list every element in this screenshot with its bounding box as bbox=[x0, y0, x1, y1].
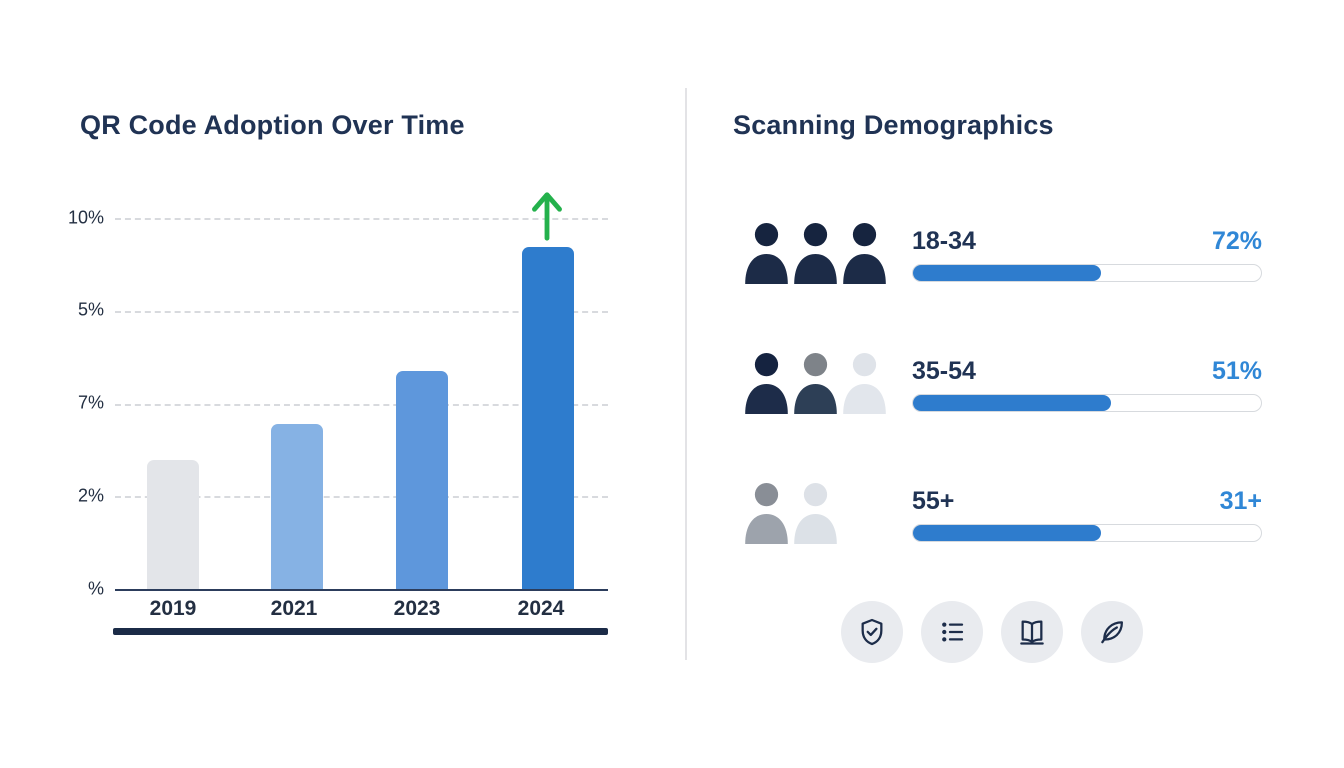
age-group-value: 72% bbox=[1211, 227, 1262, 255]
page-title-right: Scanning Demographics bbox=[733, 110, 1054, 140]
person-group-icon bbox=[743, 220, 888, 284]
y-tick-label: 7% bbox=[77, 392, 104, 413]
progress-fill bbox=[913, 525, 1101, 541]
progress-track bbox=[912, 394, 1262, 412]
person-icon bbox=[745, 482, 788, 544]
person-icon bbox=[745, 352, 788, 414]
y-tick-label: 10% bbox=[67, 207, 104, 228]
growth-arrow-icon bbox=[532, 192, 562, 241]
checklist-icon bbox=[921, 601, 983, 663]
bar-chart-plot-area bbox=[115, 218, 608, 591]
age-group-label: 18-34 bbox=[912, 227, 976, 255]
age-group-label: 55+ bbox=[912, 487, 955, 515]
page-title-left: QR Code Adoption Over Time bbox=[80, 110, 465, 140]
person-icon bbox=[843, 352, 886, 414]
gridline-2pct bbox=[115, 496, 608, 499]
person-icon bbox=[745, 222, 788, 284]
progress-fill bbox=[913, 265, 1101, 281]
progress-fill bbox=[913, 395, 1112, 411]
progress-track bbox=[912, 524, 1262, 542]
demographic-row-55plus: 55+ 31+ bbox=[733, 470, 1268, 580]
person-icon bbox=[794, 482, 837, 544]
demographic-row-35-54: 35-54 51% bbox=[733, 340, 1268, 450]
age-group-label: 35-54 bbox=[912, 357, 976, 385]
person-group-icon bbox=[743, 350, 888, 414]
person-icon bbox=[794, 222, 837, 284]
bar-2021 bbox=[271, 423, 323, 589]
person-group-icon bbox=[743, 480, 839, 544]
bar-2023 bbox=[396, 370, 448, 589]
person-icon bbox=[794, 352, 837, 414]
progress-track bbox=[912, 264, 1262, 282]
demographic-row-18-34: 18-34 72% bbox=[733, 210, 1268, 320]
leaf-icon bbox=[1081, 601, 1143, 663]
person-icon bbox=[843, 222, 886, 284]
gridline-7pct bbox=[115, 403, 608, 406]
x-tick-label: 2021 bbox=[270, 597, 318, 620]
y-tick-label: 5% bbox=[77, 299, 104, 320]
feature-icons-row bbox=[841, 601, 1143, 663]
bar-2024 bbox=[522, 246, 574, 589]
panel-divider bbox=[685, 88, 687, 660]
age-group-value: 51% bbox=[1211, 357, 1262, 385]
age-group-value: 31+ bbox=[1219, 487, 1262, 515]
x-tick-label: 2019 bbox=[149, 597, 197, 620]
gridline-10pct bbox=[115, 218, 608, 220]
x-tick-label: 2023 bbox=[393, 597, 441, 620]
y-tick-label: % bbox=[87, 578, 104, 599]
x-axis-underline bbox=[113, 628, 608, 635]
open-book-icon bbox=[1001, 601, 1063, 663]
x-tick-label: 2024 bbox=[517, 597, 565, 620]
y-tick-label: 2% bbox=[77, 485, 104, 506]
bar-2019 bbox=[147, 459, 199, 589]
shield-check-icon bbox=[841, 601, 903, 663]
gridline-5pct bbox=[115, 310, 608, 313]
